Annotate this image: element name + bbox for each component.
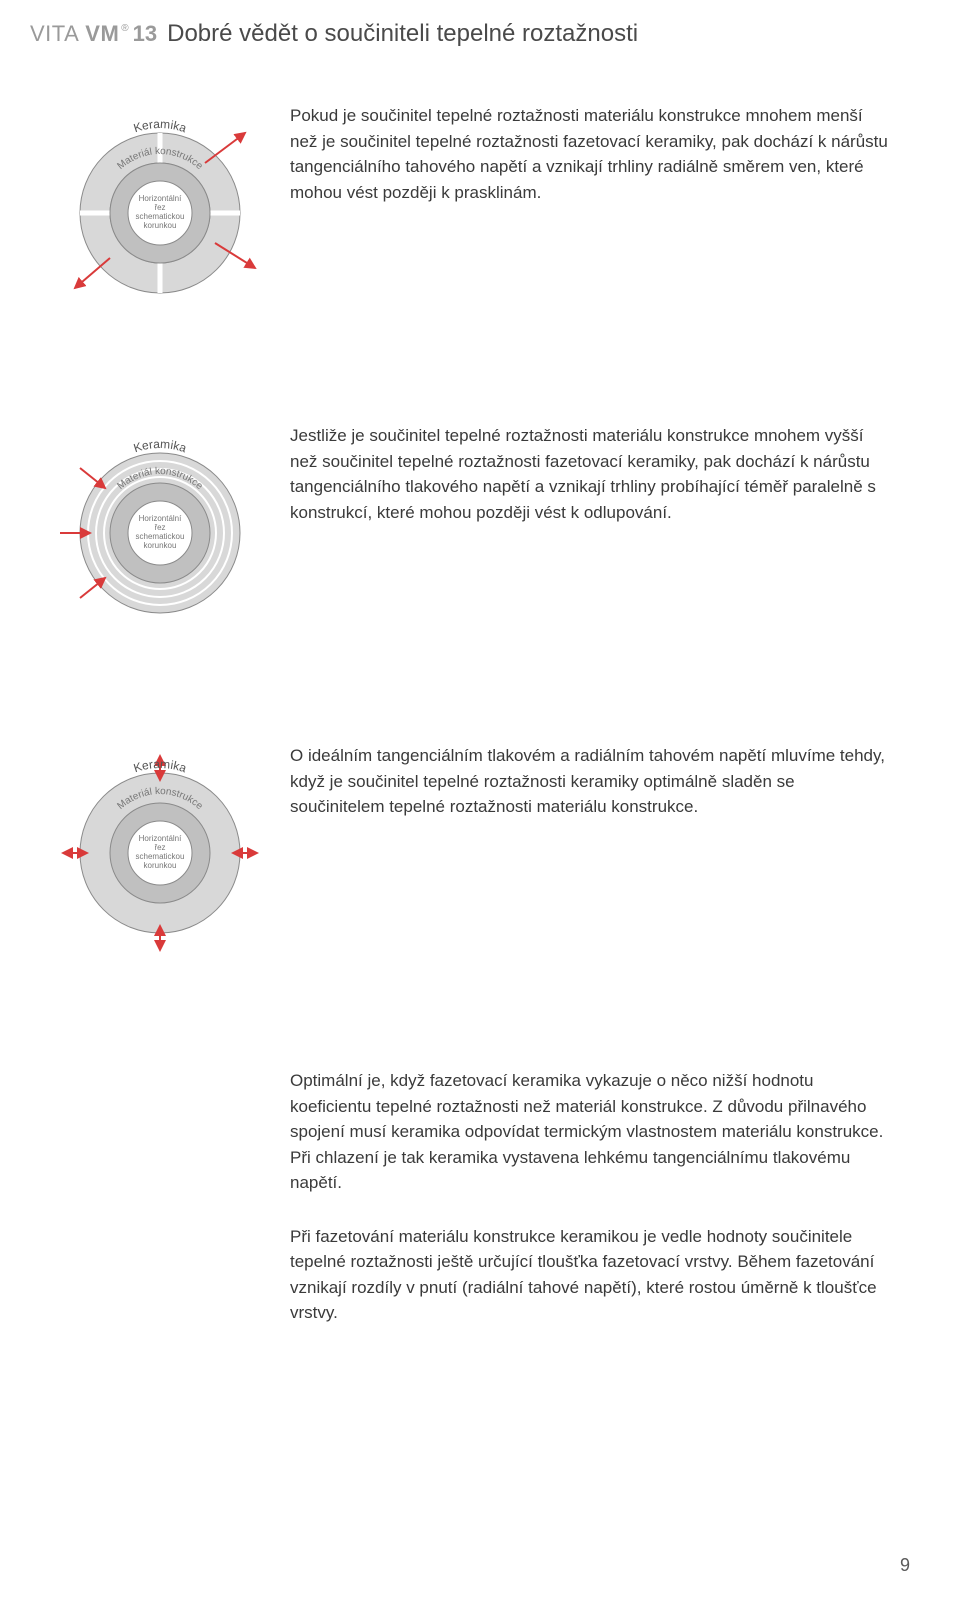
paragraph-4: Optimální je, když fazetovací keramika v…	[290, 1068, 890, 1196]
section-5: Při fazetování materiálu konstrukce kera…	[0, 1224, 960, 1326]
svg-text:řez: řez	[154, 523, 165, 532]
paragraph-2: Jestliže je součinitel tepelné roztažnos…	[290, 423, 890, 525]
paragraph-5: Při fazetování materiálu konstrukce kera…	[290, 1224, 890, 1326]
diagram-parallel-cracks: Keramika Materiál konstrukce Horizontáln…	[45, 423, 275, 633]
svg-text:Horizontální: Horizontální	[139, 834, 182, 843]
svg-text:schematickou: schematickou	[136, 852, 185, 861]
diagram-ideal: Keramika Materiál konstrukce Horizontáln…	[45, 743, 275, 953]
section-4: Optimální je, když fazetovací keramika v…	[0, 1068, 960, 1196]
svg-text:korunkou: korunkou	[144, 541, 177, 550]
paragraph-3: O ideálním tangenciálním tlakovém a radi…	[290, 743, 890, 820]
section-1: Keramika Materiál konstrukce Horizontáln…	[0, 103, 960, 313]
paragraph-1: Pokud je součinitel tepelné roztažnosti …	[290, 103, 890, 205]
page-title: Dobré vědět o součiniteli tepelné roztaž…	[167, 20, 638, 48]
page-header: VITAVM® 13 Dobré vědět o součiniteli tepe…	[0, 0, 960, 48]
svg-text:řez: řez	[154, 843, 165, 852]
svg-text:korunkou: korunkou	[144, 221, 177, 230]
svg-text:Horizontální: Horizontální	[139, 514, 182, 523]
diagram-radial-cracks: Keramika Materiál konstrukce Horizontáln…	[45, 103, 275, 313]
page-number: 9	[900, 1555, 910, 1576]
svg-text:řez: řez	[154, 203, 165, 212]
logo-13: 13	[133, 21, 157, 47]
svg-text:schematickou: schematickou	[136, 212, 185, 221]
svg-text:korunkou: korunkou	[144, 861, 177, 870]
svg-text:schematickou: schematickou	[136, 532, 185, 541]
logo-vm: VM	[85, 21, 119, 47]
logo-vita: VITA	[30, 21, 79, 47]
logo-registered: ®	[121, 23, 128, 34]
svg-text:Horizontální: Horizontální	[139, 194, 182, 203]
section-2: Keramika Materiál konstrukce Horizontáln…	[0, 423, 960, 633]
section-3: Keramika Materiál konstrukce Horizontáln…	[0, 743, 960, 953]
